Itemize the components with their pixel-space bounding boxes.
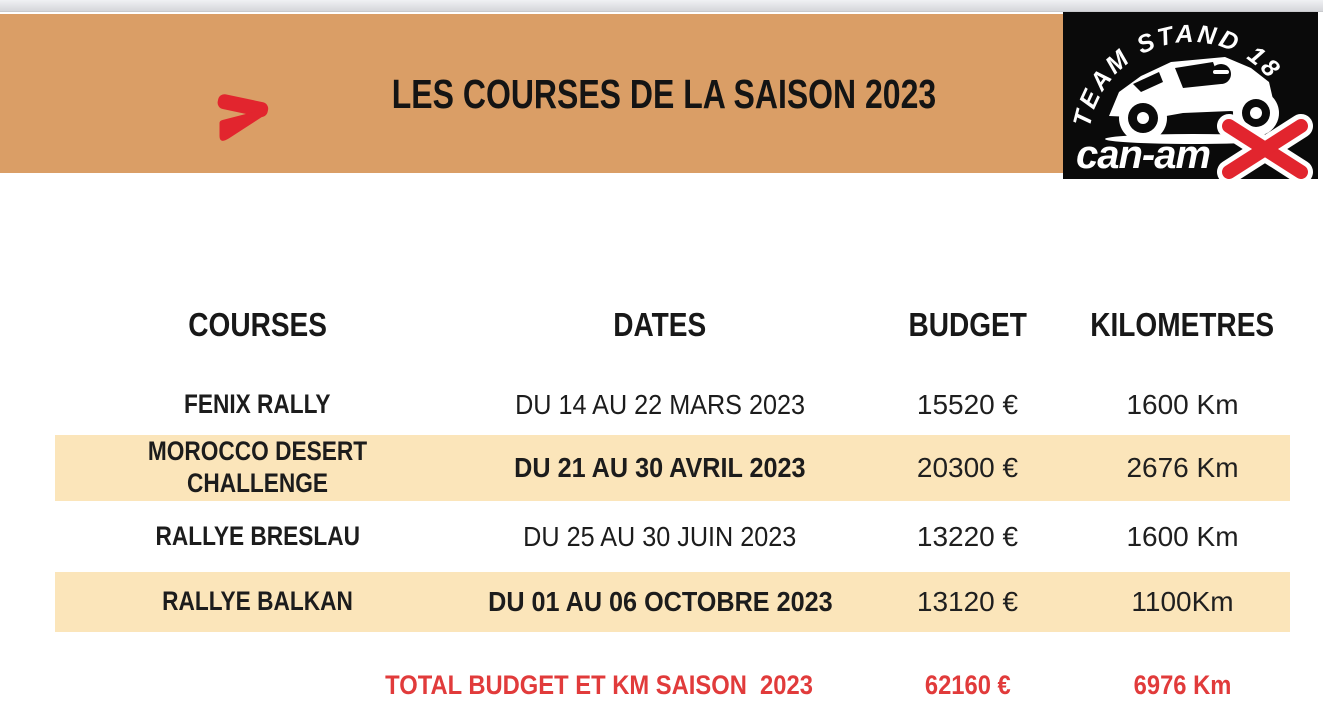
budget-cell: 13120 € xyxy=(916,586,1019,617)
total-label: TOTAL BUDGET ET KM SAISON 2023 xyxy=(385,669,813,700)
table-row: RALLYE BRESLAU DU 25 AU 30 JUIN 2023 132… xyxy=(55,501,1290,572)
page-title-text: LES COURSES DE LA SAISON 2023 xyxy=(391,71,937,117)
total-gap xyxy=(55,632,1290,660)
page-title: LES COURSES DE LA SAISON 2023 xyxy=(265,74,1063,115)
column-header-kilometres: KILOMETRES xyxy=(1090,306,1275,343)
table-row: MOROCCO DESERT CHALLENGE DU 21 AU 30 AVR… xyxy=(55,435,1290,501)
total-km-cell: 6976 Km xyxy=(1133,669,1232,700)
team-logo: TEAM STAND 18 can-am xyxy=(1063,12,1318,179)
column-header-budget: BUDGET xyxy=(908,306,1027,343)
km-cell: 2676 Km xyxy=(1126,452,1239,483)
course-cell: RALLYE BRESLAU xyxy=(155,520,360,551)
window-top-strip xyxy=(0,0,1323,12)
total-row: TOTAL BUDGET ET KM SAISON 2023 62160 € 6… xyxy=(55,660,1290,710)
course-cell: FENIX RALLY xyxy=(184,389,331,420)
brand-swoosh-icon xyxy=(217,94,269,141)
dates-cell: DU 01 AU 06 OCTOBRE 2023 xyxy=(487,586,833,617)
km-cell: 1600 Km xyxy=(1126,389,1239,420)
table-header-row: COURSES DATES BUDGET KILOMETRES xyxy=(55,296,1290,354)
header-gap xyxy=(55,354,1290,375)
table-row: RALLYE BALKAN DU 01 AU 06 OCTOBRE 2023 1… xyxy=(55,572,1290,632)
km-cell: 1100Km xyxy=(1131,586,1234,617)
dates-cell: DU 25 AU 30 JUIN 2023 xyxy=(523,520,797,552)
team-logo-brand-text: can-am xyxy=(1076,133,1210,177)
km-cell: 1600 Km xyxy=(1126,520,1239,552)
course-cell: MOROCCO DESERT CHALLENGE xyxy=(147,436,368,498)
dates-cell: DU 14 AU 22 MARS 2023 xyxy=(515,389,805,420)
budget-cell: 20300 € xyxy=(916,452,1019,483)
course-cell: RALLYE BALKAN xyxy=(162,586,353,617)
budget-cell: 13220 € xyxy=(916,520,1019,552)
total-label-cell: TOTAL BUDGET ET KM SAISON 2023 xyxy=(55,660,860,710)
table-row: FENIX RALLY DU 14 AU 22 MARS 2023 15520 … xyxy=(55,375,1290,435)
total-budget-cell: 62160 € xyxy=(924,669,1011,700)
season-table: COURSES DATES BUDGET KILOMETRES FENIX RA… xyxy=(55,296,1290,710)
dates-cell: DU 21 AU 30 AVRIL 2023 xyxy=(514,452,806,483)
canam-x-icon xyxy=(1217,114,1313,179)
column-header-dates: DATES xyxy=(613,306,707,343)
column-header-courses: COURSES xyxy=(188,306,327,343)
budget-cell: 15520 € xyxy=(916,389,1019,420)
header-band xyxy=(0,14,1063,173)
